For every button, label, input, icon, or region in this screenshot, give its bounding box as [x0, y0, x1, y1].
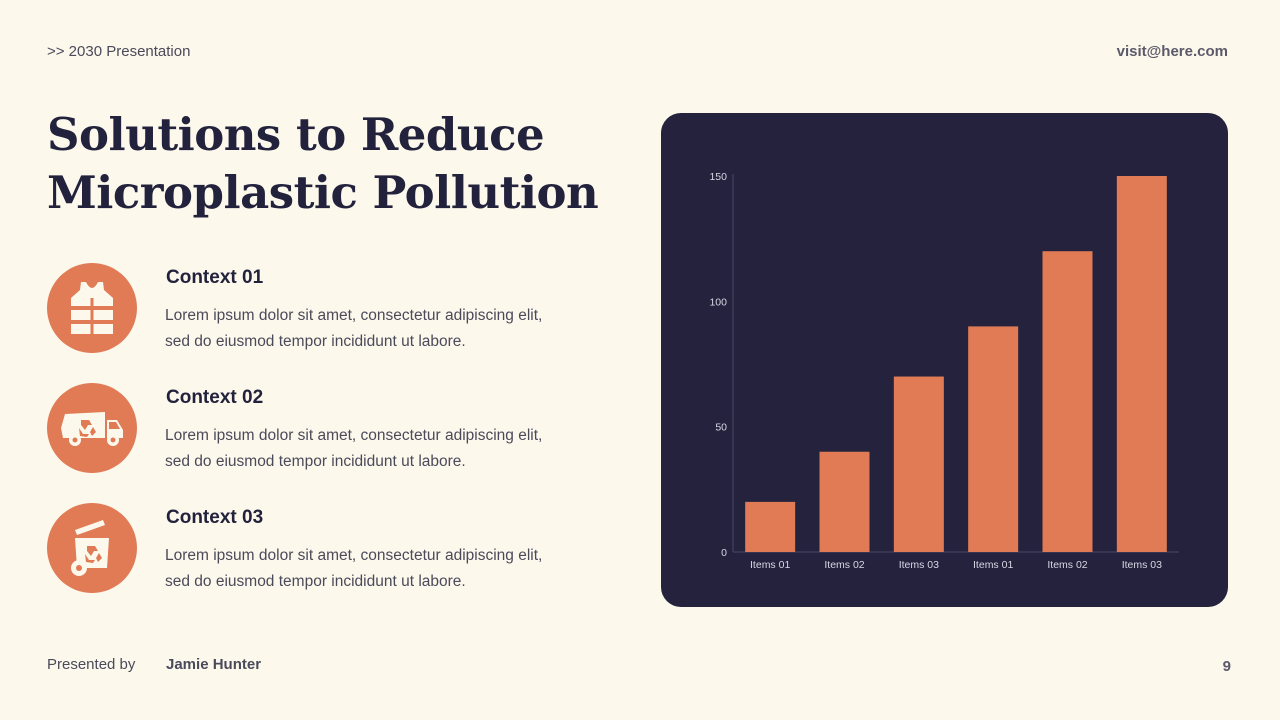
presenter-name: Jamie Hunter [166, 656, 262, 673]
context-heading: Context 01 [166, 267, 264, 288]
x-tick-label: Items 03 [899, 559, 939, 571]
recycling-truck-icon [47, 383, 137, 473]
x-tick-label: Items 01 [750, 559, 790, 571]
context-text: Lorem ipsum dolor sit amet, consectetur … [165, 427, 543, 470]
y-tick-label: 50 [715, 422, 727, 434]
bar-chart: 0 50 100 150 Items 01 Items 02 Items 03 Items 0… [709, 171, 1179, 571]
bar [893, 376, 944, 552]
page-title: Solutions to Reduce Microplastic Polluti… [47, 106, 647, 222]
x-tick-label: Items 01 [973, 559, 1013, 571]
bar [745, 501, 796, 552]
context-text: Lorem ipsum dolor sit amet, consectetur … [165, 547, 543, 590]
x-tick-label: Items 02 [1047, 559, 1087, 571]
title-line-1: Solutions to Reduce [47, 108, 545, 161]
contact-email[interactable]: visit@here.com [1116, 43, 1228, 60]
title-line-2: Microplastic Pollution [47, 166, 599, 219]
bar [1042, 251, 1093, 552]
context-heading: Context 03 [166, 507, 264, 528]
context-heading: Context 02 [166, 387, 264, 408]
bar [819, 451, 870, 552]
x-tick-label: Items 02 [824, 559, 864, 571]
y-tick-label: 150 [709, 171, 727, 183]
x-tick-label: Items 03 [1122, 559, 1162, 571]
bar [1116, 176, 1167, 552]
safety-vest-icon [47, 263, 137, 353]
context-text: Lorem ipsum dolor sit amet, consectetur … [165, 307, 543, 350]
bar [968, 326, 1019, 552]
page-number: 9 [1222, 658, 1231, 675]
presented-by-label: Presented by [47, 656, 136, 673]
y-tick-label: 0 [721, 547, 727, 559]
recycling-bin-icon [47, 503, 137, 593]
presentation-label: >> 2030 Presentation [47, 43, 191, 60]
bar-chart-card: 0 50 100 150 Items 01 Items 02 Items 03 Items 0… [661, 113, 1228, 607]
y-tick-label: 100 [709, 296, 727, 308]
